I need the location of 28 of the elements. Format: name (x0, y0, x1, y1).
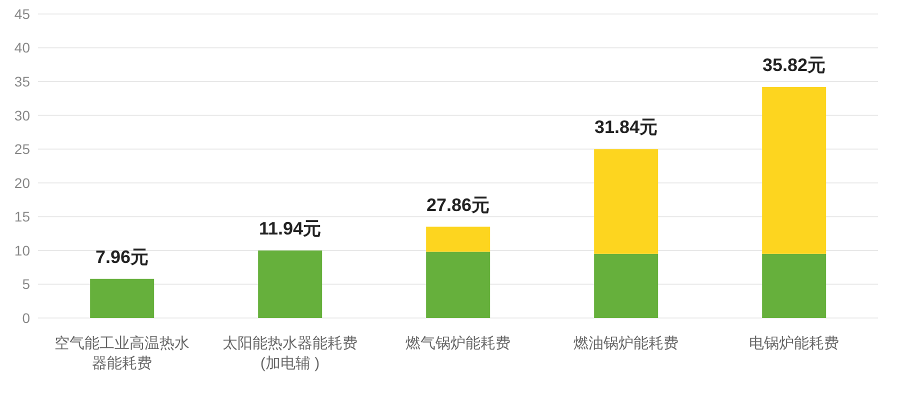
y-tick-label: 35 (14, 74, 30, 90)
y-tick-label: 15 (14, 208, 30, 225)
y-tick-label: 20 (14, 174, 30, 191)
annotation: 31.84元 (594, 117, 658, 138)
y-tick-label: 45 (14, 6, 30, 22)
bar (426, 252, 490, 318)
bar (762, 86, 826, 254)
bar (594, 254, 658, 318)
bar (594, 149, 658, 254)
y-tick-label: 10 (14, 242, 30, 258)
y-tick-label: 25 (14, 141, 30, 158)
x-tick-label: 电锅炉能耗费 (749, 335, 839, 352)
annotation: 11.94元 (258, 218, 322, 238)
annotation: 35.82元 (762, 54, 826, 75)
x-tick-label: 燃油锅炉能耗费 (574, 335, 678, 352)
y-tick-label: 5 (22, 276, 30, 292)
annotation: 7.96元 (95, 246, 149, 267)
bar (426, 226, 490, 252)
bar (90, 278, 154, 318)
y-tick-label: 0 (22, 310, 30, 326)
x-tick-label: 太阳能热水器能耗费(加电辅 ) (222, 335, 358, 372)
x-tick-label: 空气能工业高温热水器能耗费 (54, 335, 190, 372)
x-tick-label: 燃气锅炉能耗费 (406, 335, 510, 352)
bar (258, 250, 322, 318)
y-tick-label: 30 (14, 107, 30, 124)
y-tick-label: 40 (14, 40, 30, 56)
bar (762, 254, 826, 318)
annotation: 27.86元 (426, 194, 490, 215)
